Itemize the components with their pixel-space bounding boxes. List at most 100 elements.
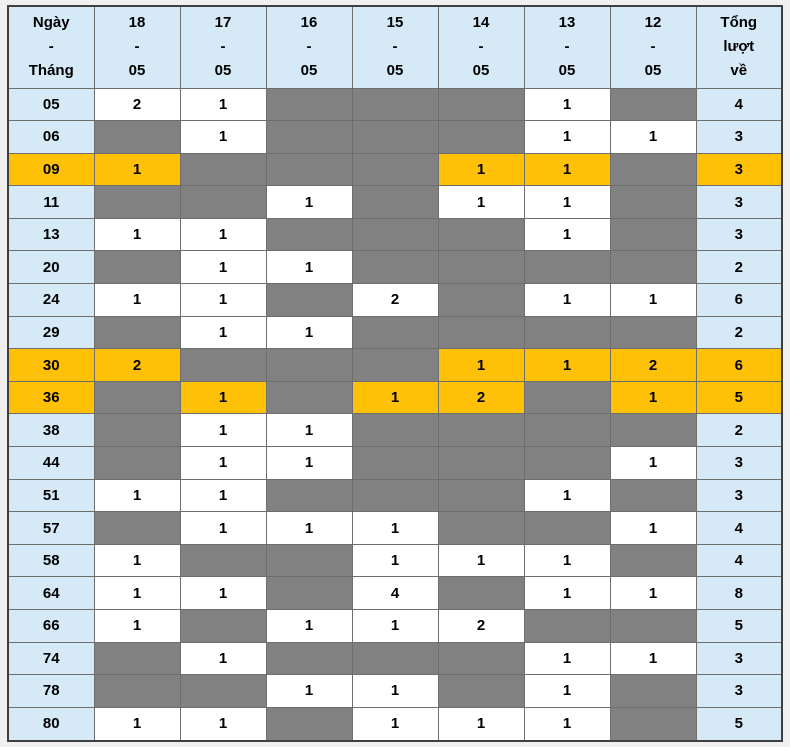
count-cell: 1: [437, 348, 525, 382]
count-cell: 1: [437, 185, 525, 219]
count-cell: 2: [93, 87, 181, 122]
count-cell: 1: [523, 120, 611, 154]
empty-cell: [523, 446, 611, 480]
count-cell: 1: [179, 576, 267, 610]
empty-cell: [351, 217, 439, 252]
empty-cell: [351, 315, 439, 350]
empty-cell: [179, 348, 267, 382]
header-date-5: 14 - 05: [437, 5, 525, 89]
count-cell: 2: [351, 283, 439, 317]
table-row-78: 78 1 1 1 3: [7, 674, 783, 708]
total-cell: 2: [695, 250, 783, 285]
empty-cell: [265, 152, 353, 187]
total-cell: 5: [695, 706, 783, 742]
empty-cell: [437, 576, 525, 610]
empty-cell: [351, 152, 439, 187]
count-cell: 1: [437, 543, 525, 578]
empty-cell: [609, 706, 697, 742]
table-row-36: 36 1 1 2 1 5: [7, 380, 783, 415]
empty-cell: [523, 511, 611, 545]
empty-cell: [523, 380, 611, 415]
empty-cell: [609, 609, 697, 643]
empty-cell: [351, 250, 439, 285]
total-cell: 3: [695, 674, 783, 708]
row-number-cell: 51: [7, 478, 95, 513]
table-body: 05 2 1 1 4 06 1 1 1 3 09 1 1 1 3 11 1 1 1 3 13 1 1 1 3 20 1 1 2 24 1 1 2…: [7, 87, 783, 742]
count-cell: 2: [437, 609, 525, 643]
count-cell: 1: [351, 609, 439, 643]
row-number-cell: 24: [7, 283, 95, 317]
count-cell: 1: [179, 380, 267, 415]
count-cell: 1: [351, 511, 439, 545]
count-cell: 1: [523, 576, 611, 610]
empty-cell: [351, 478, 439, 513]
count-cell: 1: [523, 348, 611, 382]
empty-cell: [93, 413, 181, 448]
table-row-05: 05 2 1 1 4: [7, 87, 783, 122]
header-day-month-label: Ngày - Tháng: [7, 5, 95, 89]
count-cell: 1: [523, 641, 611, 676]
count-cell: 1: [523, 217, 611, 252]
header-date-3: 16 - 05: [265, 5, 353, 89]
count-cell: 1: [351, 674, 439, 708]
table-row-13: 13 1 1 1 3: [7, 217, 783, 252]
count-cell: 1: [523, 706, 611, 742]
empty-cell: [609, 543, 697, 578]
count-cell: 1: [265, 413, 353, 448]
total-cell: 2: [695, 413, 783, 448]
empty-cell: [93, 315, 181, 350]
total-cell: 3: [695, 217, 783, 252]
empty-cell: [609, 315, 697, 350]
empty-cell: [437, 511, 525, 545]
row-number-cell: 06: [7, 120, 95, 154]
count-cell: 1: [179, 413, 267, 448]
count-cell: 1: [179, 446, 267, 480]
empty-cell: [179, 674, 267, 708]
count-cell: 1: [179, 478, 267, 513]
row-number-cell: 78: [7, 674, 95, 708]
empty-cell: [93, 120, 181, 154]
row-number-cell: 66: [7, 609, 95, 643]
total-cell: 3: [695, 120, 783, 154]
count-cell: 1: [609, 120, 697, 154]
empty-cell: [437, 315, 525, 350]
count-cell: 1: [179, 706, 267, 742]
count-cell: 1: [609, 380, 697, 415]
table-row-57: 57 1 1 1 1 4: [7, 511, 783, 545]
header-date-6: 13 - 05: [523, 5, 611, 89]
total-cell: 5: [695, 380, 783, 415]
total-cell: 3: [695, 185, 783, 219]
empty-cell: [265, 641, 353, 676]
count-cell: 1: [265, 315, 353, 350]
count-cell: 1: [609, 576, 697, 610]
empty-cell: [265, 380, 353, 415]
count-cell: 1: [93, 283, 181, 317]
empty-cell: [265, 543, 353, 578]
count-cell: 1: [93, 706, 181, 742]
count-cell: 2: [609, 348, 697, 382]
empty-cell: [351, 348, 439, 382]
count-cell: 1: [437, 706, 525, 742]
total-cell: 3: [695, 446, 783, 480]
count-cell: 1: [523, 674, 611, 708]
count-cell: 1: [179, 120, 267, 154]
empty-cell: [179, 152, 267, 187]
count-cell: 1: [179, 511, 267, 545]
count-cell: 2: [437, 380, 525, 415]
total-cell: 6: [695, 348, 783, 382]
total-cell: 4: [695, 87, 783, 122]
empty-cell: [609, 478, 697, 513]
count-cell: 1: [609, 446, 697, 480]
row-number-cell: 11: [7, 185, 95, 219]
count-cell: 1: [609, 283, 697, 317]
empty-cell: [437, 283, 525, 317]
table-row-29: 29 1 1 2: [7, 315, 783, 350]
table-row-51: 51 1 1 1 3: [7, 478, 783, 513]
count-cell: 1: [93, 576, 181, 610]
count-cell: 1: [523, 283, 611, 317]
empty-cell: [351, 87, 439, 122]
empty-cell: [265, 120, 353, 154]
total-cell: 3: [695, 641, 783, 676]
empty-cell: [93, 380, 181, 415]
count-cell: 1: [351, 543, 439, 578]
